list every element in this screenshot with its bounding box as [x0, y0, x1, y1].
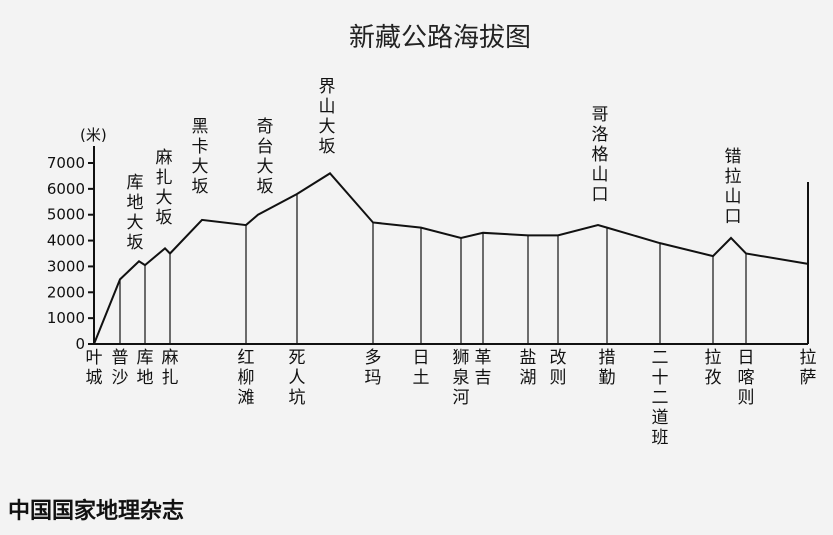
place-label: 措勤 [599, 348, 616, 388]
place-label: 改则 [550, 348, 567, 388]
y-tick-label: 2000 [47, 283, 85, 301]
pass-label: 黑卡大坂 [192, 117, 209, 197]
source-credit: 中国国家地理杂志 [8, 498, 184, 524]
place-label: 死人坑 [289, 348, 306, 408]
place-label: 日喀则 [738, 348, 755, 408]
pass-label: 奇台大坂 [257, 117, 274, 197]
place-label: 红柳滩 [238, 348, 255, 408]
y-tick-label: 3000 [47, 257, 85, 275]
place-label: 拉孜 [705, 348, 722, 388]
place-label: 盐湖 [520, 348, 537, 388]
y-tick-label: 5000 [47, 206, 85, 224]
place-label: 麻扎 [162, 348, 179, 388]
y-tick-label: 6000 [47, 180, 85, 198]
y-unit-label: (米) [80, 126, 107, 144]
pass-label: 库地大坂 [127, 173, 144, 253]
y-tick-label: 0 [75, 335, 85, 353]
y-tick-label: 1000 [47, 309, 85, 327]
place-label: 狮泉河 [453, 348, 470, 408]
chart-title: 新藏公路海拔图 [349, 23, 531, 53]
pass-label: 哥洛格山口 [592, 105, 609, 205]
pass-label: 界山大坂 [319, 77, 336, 157]
place-label: 日土 [413, 348, 430, 388]
place-label: 拉萨 [800, 348, 817, 388]
pass-label: 麻扎大坂 [156, 148, 173, 228]
pass-label: 错拉山口 [725, 147, 742, 227]
place-label: 库地 [137, 348, 154, 388]
place-label: 多玛 [365, 348, 382, 388]
elevation-profile-line [93, 172, 809, 345]
y-tick-label: 7000 [47, 154, 85, 172]
place-label: 二十二道班 [652, 348, 669, 448]
y-tick-label: 4000 [47, 232, 85, 250]
place-label: 普沙 [112, 348, 129, 388]
place-label: 革吉 [475, 348, 492, 388]
place-label: 叶城 [86, 348, 103, 388]
